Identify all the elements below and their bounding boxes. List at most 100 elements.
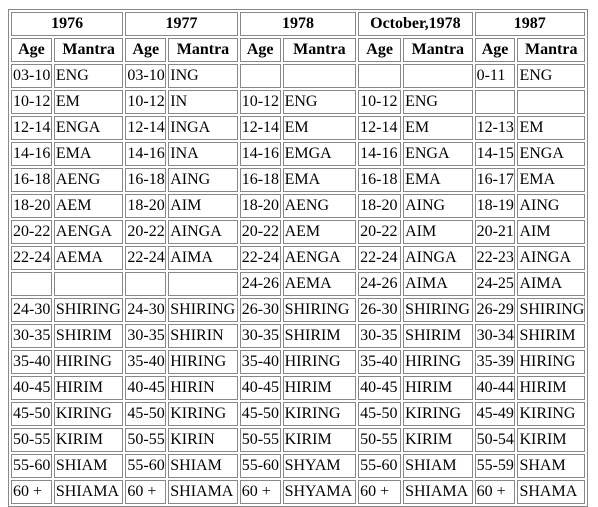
mantra-cell: AING (403, 194, 473, 218)
mantra-cell: KIRIM (403, 428, 473, 452)
mantra-cell: KIRING (517, 402, 585, 426)
age-cell: 18-20 (11, 194, 52, 218)
mantra-table: 1976 1977 1978 October,1978 1987 Age Mantra Age… (8, 9, 588, 507)
data-row: 12-14 ENGA 12-14 INGA 12-14 EM 12-14 EM 12-13 EM (11, 116, 585, 140)
age-cell: 55-60 (239, 454, 281, 478)
mantra-cell: SHYAM (282, 454, 357, 478)
data-row: 22-24 AEMA 22-24 AIMA 22-24 AENGA 22-24 AINGA 22… (11, 246, 585, 270)
mantra-cell: KIRIM (53, 428, 124, 452)
age-cell: 26-30 (239, 298, 281, 322)
mantra-cell: SHYAMA (282, 480, 357, 504)
age-cell: 16-17 (474, 168, 516, 192)
age-cell: 26-30 (358, 298, 402, 322)
age-cell: 16-18 (125, 168, 167, 192)
age-cell: 45-50 (125, 402, 167, 426)
mantra-cell: KIRING (282, 402, 357, 426)
age-cell: 35-40 (125, 350, 167, 374)
age-cell: 35-40 (11, 350, 52, 374)
mantra-cell: ING (168, 64, 238, 88)
age-cell: 22-24 (358, 246, 402, 270)
table-body: 1976 1977 1978 October,1978 1987 Age Mantra Age… (11, 12, 585, 504)
mantra-cell: INA (168, 142, 238, 166)
age-cell: 10-12 (239, 90, 281, 114)
age-cell: 22-23 (474, 246, 516, 270)
data-row: 10-12 EM 10-12 IN 10-12 ENG 10-12 ENG (11, 90, 585, 114)
age-cell: 16-18 (358, 168, 402, 192)
mantra-cell: AING (517, 194, 585, 218)
mantra-cell: SHIRING (403, 298, 473, 322)
mantra-cell: HIRING (168, 350, 238, 374)
mantra-cell: HIRIM (403, 376, 473, 400)
mantra-cell: ENGA (53, 116, 124, 140)
mantra-cell: SHIAMA (168, 480, 238, 504)
age-cell: 14-16 (358, 142, 402, 166)
age-cell: 60 + (11, 480, 52, 504)
mantra-cell: ENG (403, 90, 473, 114)
data-row: 40-45 HIRIM 40-45 HIRIN 40-45 HIRIM 40-45 HIRIM… (11, 376, 585, 400)
mantra-cell: HIRING (282, 350, 357, 374)
mantra-cell: AIMA (517, 272, 585, 296)
mantra-cell: EM (517, 116, 585, 140)
mantra-cell: KIRING (53, 402, 124, 426)
data-row: 35-40 HIRING 35-40 HIRING 35-40 HIRING 35-40 HI… (11, 350, 585, 374)
data-row: 60 + SHIAMA 60 + SHIAMA 60 + SHYAMA 60 + SHIAMA… (11, 480, 585, 504)
age-cell: 24-26 (239, 272, 281, 296)
mantra-cell: SHIRIN (168, 324, 238, 348)
mantra-cell: AEMA (282, 272, 357, 296)
year-header: 1987 (474, 12, 585, 36)
mantra-cell: SHIRIM (282, 324, 357, 348)
mantra-cell: SHIAM (53, 454, 124, 478)
data-row: 30-35 SHIRIM 30-35 SHIRIN 30-35 SHIRIM 30-35 SH… (11, 324, 585, 348)
mantra-cell: KIRIM (517, 428, 585, 452)
mantra-cell: ENG (282, 90, 357, 114)
column-header: Mantra (282, 38, 357, 62)
mantra-cell: AIM (168, 194, 238, 218)
mantra-cell: SHAM (517, 454, 585, 478)
age-cell: 30-35 (358, 324, 402, 348)
age-cell (239, 64, 281, 88)
mantra-cell: INGA (168, 116, 238, 140)
mantra-cell: ENGA (517, 142, 585, 166)
age-cell: 40-45 (125, 376, 167, 400)
mantra-cell: SHIAM (403, 454, 473, 478)
mantra-cell (53, 272, 124, 296)
mantra-cell: EMA (282, 168, 357, 192)
age-cell: 45-50 (11, 402, 52, 426)
mantra-cell: HIRIN (168, 376, 238, 400)
mantra-cell: EM (282, 116, 357, 140)
mantra-cell: HIRIM (517, 376, 585, 400)
age-cell: 20-22 (11, 220, 52, 244)
age-cell: 20-22 (125, 220, 167, 244)
data-row: 55-60 SHIAM 55-60 SHIAM 55-60 SHYAM 55-60 SHIAM… (11, 454, 585, 478)
age-cell: 16-18 (239, 168, 281, 192)
age-cell: 45-49 (474, 402, 516, 426)
mantra-cell (403, 64, 473, 88)
age-cell: 24-30 (11, 298, 52, 322)
age-cell: 35-40 (358, 350, 402, 374)
age-cell: 30-35 (125, 324, 167, 348)
age-cell: 20-22 (239, 220, 281, 244)
age-cell: 18-20 (125, 194, 167, 218)
column-header: Mantra (53, 38, 124, 62)
year-header: 1976 (11, 12, 124, 36)
mantra-cell: SHIRIM (53, 324, 124, 348)
mantra-cell: IN (168, 90, 238, 114)
data-row: 45-50 KIRING 45-50 KIRING 45-50 KIRING 45-50 KI… (11, 402, 585, 426)
data-row: 18-20 AEM 18-20 AIM 18-20 AENG 18-20 AING 18-19 A… (11, 194, 585, 218)
mantra-cell: HIRING (53, 350, 124, 374)
mantra-cell: SHAMA (517, 480, 585, 504)
mantra-cell: SHIRING (53, 298, 124, 322)
mantra-cell: KIRIM (282, 428, 357, 452)
age-cell: 40-45 (11, 376, 52, 400)
age-cell (358, 64, 402, 88)
age-cell (474, 90, 516, 114)
age-cell: 14-15 (474, 142, 516, 166)
mantra-cell: AEM (53, 194, 124, 218)
mantra-cell: KIRING (403, 402, 473, 426)
age-cell: 60 + (239, 480, 281, 504)
age-cell: 14-16 (11, 142, 52, 166)
mantra-cell: EMA (517, 168, 585, 192)
age-cell: 30-34 (474, 324, 516, 348)
age-cell: 50-54 (474, 428, 516, 452)
